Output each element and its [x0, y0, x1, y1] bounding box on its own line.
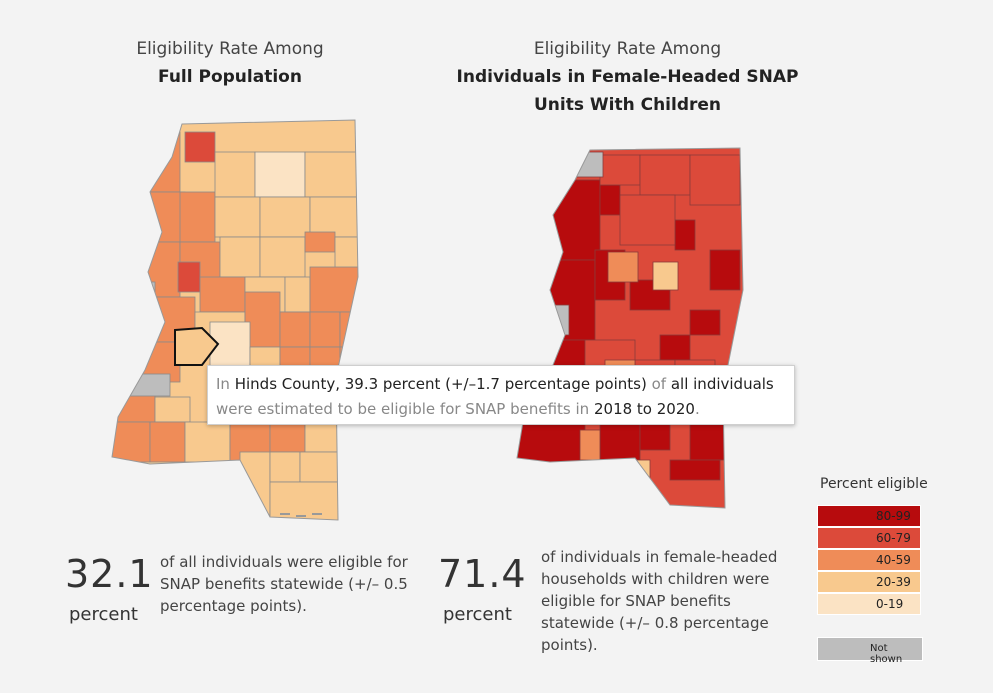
legend: 80-99 60-79 40-59 20-39 0-19 — [817, 505, 923, 615]
tooltip-group: all individuals — [670, 375, 774, 393]
tooltip-line2: were estimated to be eligible for SNAP b… — [216, 397, 794, 422]
legend-label: 0-19 — [876, 597, 904, 611]
legend-item-0-19[interactable]: 0-19 — [817, 593, 921, 615]
legend-item-not-shown[interactable]: Not shown — [817, 637, 923, 665]
full-population-map[interactable] — [100, 112, 370, 522]
county-not-shown — [546, 304, 570, 336]
full-population-rate-description: of all individuals were eligible for SNA… — [160, 553, 408, 615]
left-title-line1: Eligibility Rate Among — [136, 39, 324, 59]
legend-title: Percent eligible — [820, 476, 928, 492]
right-title-line2: Individuals in Female-Headed SNAP — [456, 67, 799, 87]
right-map-title: Eligibility Rate Among Individuals in Fe… — [430, 35, 825, 119]
right-title-line1: Eligibility Rate Among — [533, 39, 722, 59]
legend-item-60-79[interactable]: 60-79 — [817, 527, 921, 549]
right-title-line3: Units With Children — [533, 95, 722, 115]
tooltip-prefix: In — [216, 375, 230, 393]
female-headed-households-map[interactable] — [505, 140, 755, 520]
legend-item-80-99[interactable]: 80-99 — [817, 505, 921, 527]
female-headed-rate-description: of individuals in female-headed househol… — [541, 548, 778, 654]
tooltip-value: , 39.3 percent (+/–1.7 percentage points… — [335, 375, 647, 393]
tooltip-county: Hinds County — [234, 375, 336, 393]
legend-label: 20-39 — [876, 575, 911, 589]
tooltip-line1: In Hinds County, 39.3 percent (+/–1.7 pe… — [216, 372, 794, 397]
full-population-rate-unit: percent — [69, 604, 138, 625]
county-not-shown — [574, 151, 604, 178]
tooltip-period: . — [694, 400, 700, 418]
female-headed-rate: 71.4 — [438, 552, 527, 596]
left-title-line2: Full Population — [158, 67, 302, 87]
county-tunica — [184, 131, 216, 163]
female-headed-rate-unit: percent — [443, 604, 512, 625]
county-grid-right — [517, 148, 743, 508]
legend-label: 60-79 — [876, 531, 911, 545]
left-map-title: Eligibility Rate Among Full Population — [85, 35, 375, 91]
tooltip-text: were estimated to be eligible for SNAP b… — [216, 400, 590, 418]
legend-label: 80-99 — [876, 509, 911, 523]
tooltip-years: 2018 to 2020 — [593, 400, 695, 418]
county-tooltip: In Hinds County, 39.3 percent (+/–1.7 pe… — [207, 365, 795, 425]
county-humphreys — [177, 261, 201, 293]
legend-item-20-39[interactable]: 20-39 — [817, 571, 921, 593]
legend-label: Not shown — [870, 643, 903, 665]
full-population-rate: 32.1 — [65, 552, 154, 596]
legend-label: 40-59 — [876, 553, 911, 567]
county-hinds-highlight — [174, 326, 220, 366]
tooltip-of: of — [651, 375, 667, 393]
legend-item-40-59[interactable]: 40-59 — [817, 549, 921, 571]
county-not-shown — [134, 281, 156, 308]
